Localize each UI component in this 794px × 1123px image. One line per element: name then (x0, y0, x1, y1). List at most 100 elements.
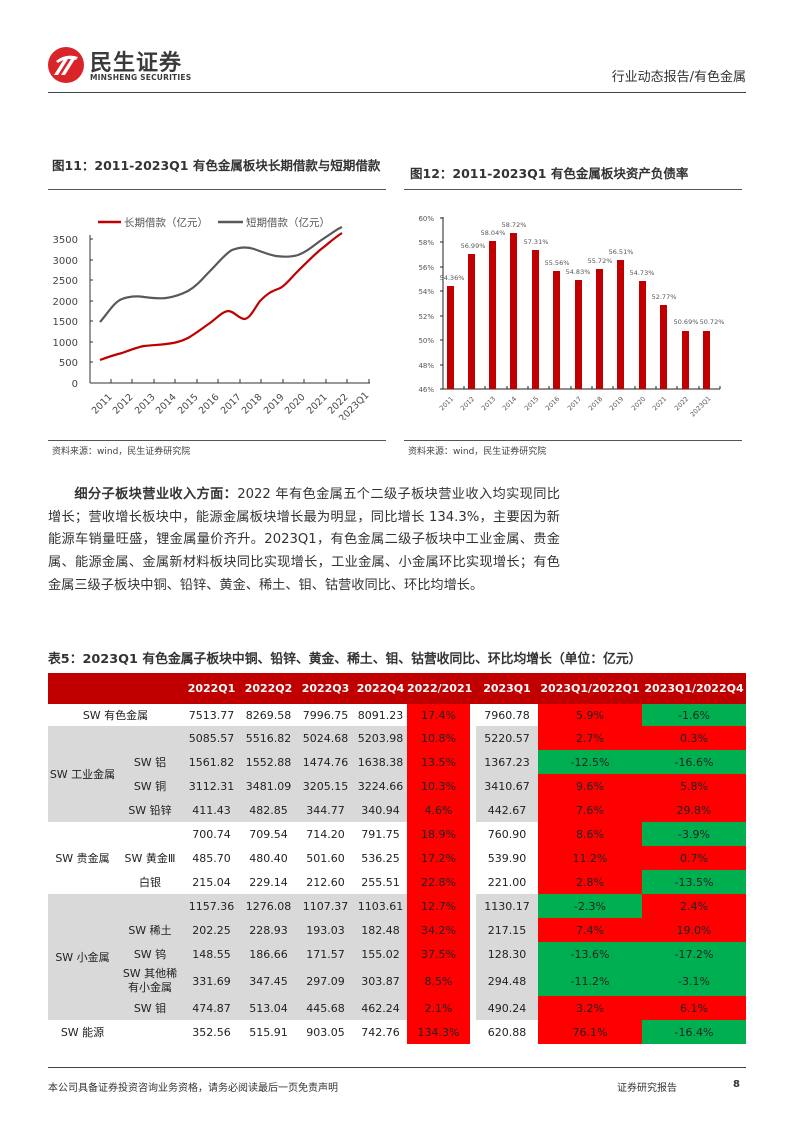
chart-legend: 长期借款（亿元） 短期借款（亿元） (98, 216, 330, 229)
legend-long-term-loans: 长期借款（亿元） (124, 216, 208, 229)
svg-text:2017: 2017 (219, 392, 244, 417)
svg-text:2011: 2011 (438, 395, 455, 412)
svg-text:2019: 2019 (262, 392, 287, 417)
table-row: SW 黄金Ⅲ 485.70 480.40 501.60 536.25 17.2% 53… (48, 846, 746, 870)
svg-text:56.51%: 56.51% (609, 248, 634, 256)
svg-text:2016: 2016 (544, 395, 561, 412)
figure11-title-underline (48, 189, 386, 190)
svg-text:2500: 2500 (53, 276, 78, 287)
table-row: SW 铅锌 411.43 482.85 344.77 340.94 4.6% 442.… (48, 798, 746, 822)
svg-text:1000: 1000 (53, 338, 78, 349)
svg-text:2020: 2020 (283, 392, 308, 417)
group-label-industrial: SW 工业金属 (49, 767, 116, 781)
report-category: 行业动态报告/有色金属 (611, 70, 746, 85)
legend-short-term-loans: 短期借款（亿元） (246, 216, 330, 229)
svg-text:56%: 56% (418, 264, 434, 272)
figure11-source-divider (48, 440, 386, 441)
svg-text:2012: 2012 (111, 392, 136, 417)
long-term-loans-line (99, 232, 343, 362)
table-row: SW 贵金属 700.74 709.54 714.20 791.75 18.9% 76… (48, 822, 746, 865)
svg-text:57.31%: 57.31% (524, 238, 549, 246)
svg-text:500: 500 (59, 358, 78, 369)
table-row: SW 能源 352.56 515.91 903.05 742.76 134.3% 62… (48, 1020, 746, 1044)
svg-text:50%: 50% (418, 337, 434, 345)
svg-text:2017: 2017 (566, 395, 583, 412)
table5-title: 表5：2023Q1 有色金属子板块中铜、铅锌、黄金、稀土、钼、钴营收同比、环比均… (48, 652, 642, 667)
figure12-source-divider (404, 440, 742, 441)
figure12-title-underline (404, 189, 742, 190)
svg-text:2016: 2016 (197, 392, 222, 417)
svg-text:2015: 2015 (523, 395, 540, 412)
footer-disclaimer: 本公司具备证券投资咨询业务资格，请务必阅读最后一页免责声明 (48, 1083, 338, 1094)
table5: 2022Q1 2022Q2 2022Q3 2022Q4 2022/2021 20… (48, 673, 746, 1044)
svg-text:2019: 2019 (608, 395, 625, 412)
col-2022q1: 2022Q1 (183, 673, 240, 704)
figure11-line-chart: 长期借款（亿元） 短期借款（亿元） 0 500 1000 1500 2000 2… (53, 216, 372, 420)
svg-text:54.73%: 54.73% (630, 269, 655, 277)
svg-text:48%: 48% (418, 362, 434, 370)
logo-text-en: MINSHENG SECURITIES (90, 73, 192, 82)
figure12-source: 资料来源：wind，民生证券研究院 (408, 447, 547, 457)
svg-text:2021: 2021 (305, 392, 330, 417)
x-axis-labels: 2011 2012 2013 2014 2015 2016 2017 2018 … (90, 390, 372, 420)
svg-text:52%: 52% (418, 313, 434, 321)
page-number: 8 (733, 1079, 740, 1090)
table-row: SW 小金属 1157.36 1276.08 1107.37 1103.61 12.7… (48, 894, 746, 964)
logo-text-cn: 民生证券 (90, 51, 183, 76)
svg-text:58%: 58% (418, 239, 434, 247)
short-term-loans-line (99, 226, 343, 323)
col-qoq: 2023Q1/2022Q4 (642, 673, 746, 704)
col-2022q3: 2022Q3 (297, 673, 354, 704)
bar-value-labels: 54.36% 56.99% 58.04% 58.72% 57.31% 55.56… (440, 221, 725, 326)
svg-text:55.72%: 55.72% (588, 257, 613, 265)
svg-text:2022: 2022 (673, 395, 690, 412)
svg-text:54%: 54% (418, 288, 434, 296)
y-axis-ticks: 0 500 1000 1500 2000 2500 3000 3500 (53, 235, 78, 390)
table-row: SW 铜 3112.31 3481.09 3205.15 3224.66 10.3% … (48, 774, 746, 798)
svg-text:50.72%: 50.72% (700, 318, 725, 326)
svg-text:54.83%: 54.83% (566, 268, 591, 276)
paragraph-lead: 细分子板块营业收入方面： (74, 487, 238, 502)
group-label-precious: SW 贵金属 (55, 851, 110, 865)
svg-text:60%: 60% (418, 215, 434, 223)
col-yoy: 2023Q1/2022Q1 (538, 673, 642, 704)
svg-text:2011: 2011 (90, 392, 115, 417)
table-row: SW 有色金属 7513.77 8269.58 7996.75 8091.23 17.… (48, 704, 746, 726)
svg-text:2023Q1: 2023Q1 (689, 395, 713, 419)
figure12-title: 图12：2011-2023Q1 有色金属板块资产负债率 (410, 166, 689, 181)
logo-mark-icon (48, 47, 84, 83)
col-2022q2: 2022Q2 (240, 673, 297, 704)
svg-text:50.69%: 50.69% (674, 318, 699, 326)
x-axis-labels: 2011 2012 2013 2014 2015 2016 2017 2018 … (438, 395, 713, 419)
svg-text:2018: 2018 (240, 392, 265, 417)
header-divider (48, 92, 746, 93)
svg-text:1500: 1500 (53, 317, 78, 328)
svg-text:3000: 3000 (53, 256, 78, 267)
svg-text:55.56%: 55.56% (545, 259, 570, 267)
table-row: SW 铝 1561.82 1552.88 1474.76 1638.38 13.5% … (48, 750, 746, 774)
table-row: SW 稀土 202.25 228.93 193.03 182.48 34.2% 217… (48, 918, 746, 942)
y-axis-ticks: 46% 48% 50% 52% 54% 56% 58% 60% (418, 215, 434, 394)
table-row: SW 其他稀有小金属 331.69 347.45 297.09 303.87 8.5%… (48, 966, 746, 996)
svg-text:54.36%: 54.36% (440, 274, 465, 282)
figure12-bar-chart: 46% 48% 50% 52% 54% 56% 58% 60% 54.36% 5… (418, 215, 725, 419)
table-row: 白银 215.04 229.14 212.60 255.51 22.8% 221.00… (48, 870, 746, 894)
svg-text:58.72%: 58.72% (502, 221, 527, 229)
svg-text:46%: 46% (418, 386, 434, 394)
figure11-title: 图11：2011-2023Q1 有色金属板块长期借款与短期借款 (52, 158, 381, 173)
svg-text:2018: 2018 (587, 395, 604, 412)
svg-text:2013: 2013 (480, 395, 497, 412)
svg-text:2013: 2013 (133, 392, 158, 417)
footer-label: 证券研究报告 (617, 1083, 677, 1094)
svg-text:2012: 2012 (459, 395, 476, 412)
svg-text:2020: 2020 (630, 395, 647, 412)
svg-text:2015: 2015 (176, 392, 201, 417)
svg-text:3500: 3500 (53, 235, 78, 246)
table-row: SW 工业金属 5085.57 5516.82 5024.68 5203.98 10.… (48, 726, 746, 781)
figure11-source: 资料来源：wind，民生证券研究院 (52, 447, 191, 457)
svg-text:52.77%: 52.77% (652, 293, 677, 301)
col-2023q1: 2023Q1 (476, 673, 538, 704)
debt-ratio-bars (447, 233, 710, 389)
body-paragraph: 细分子板块营业收入方面：2022 年有色金属五个二级子板块营业收入均实现同比增长… (48, 484, 560, 598)
table-row: SW 钨 148.55 186.66 171.57 155.02 37.5% 128.… (48, 942, 746, 966)
